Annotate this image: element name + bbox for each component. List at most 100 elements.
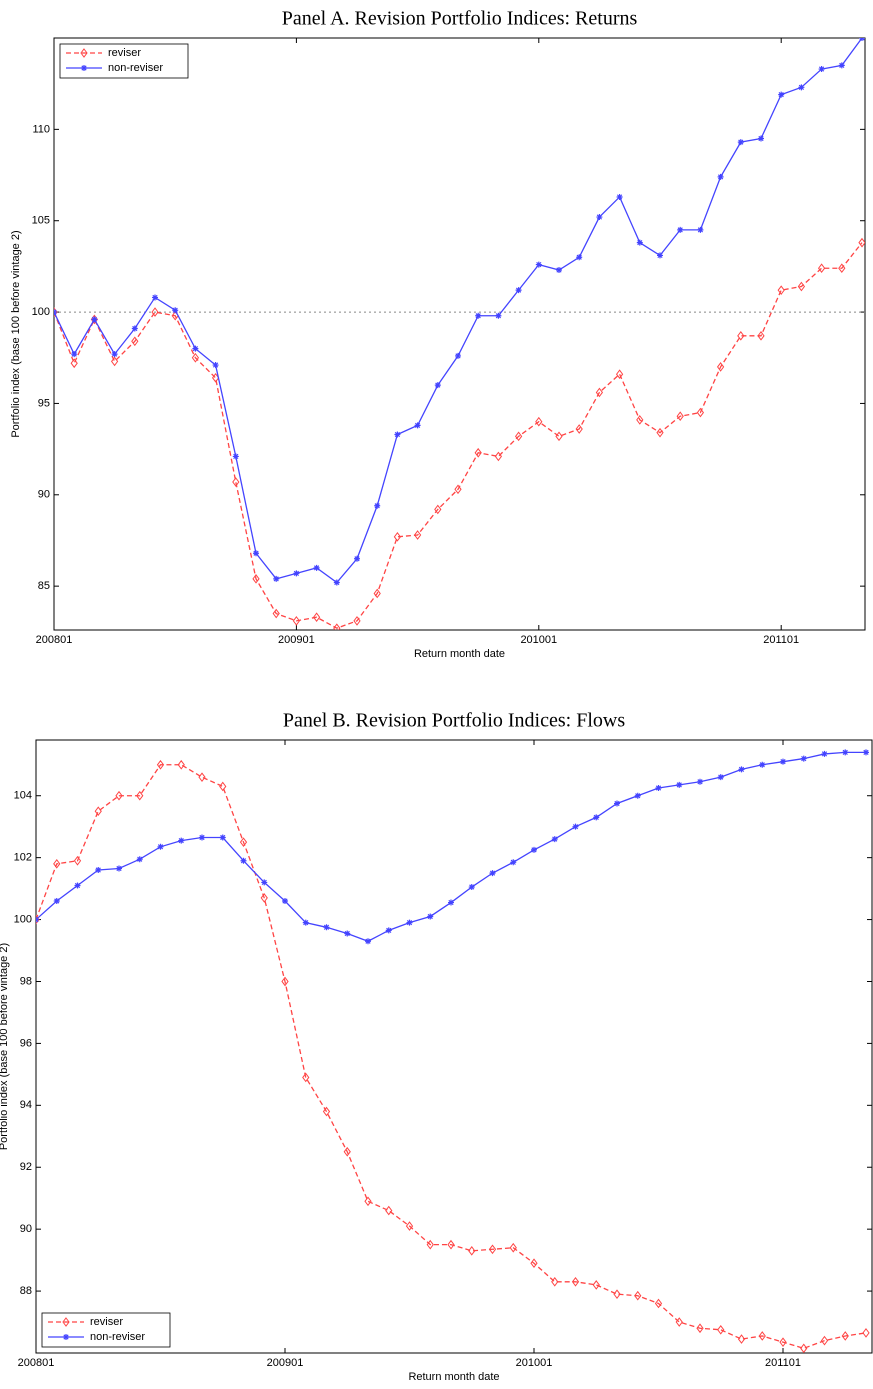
diamond-marker [509, 1242, 517, 1253]
diamond-marker [779, 1337, 787, 1347]
star-marker [676, 781, 683, 788]
y-tick-label: 90 [38, 489, 50, 501]
y-tick-label: 102 [14, 852, 32, 864]
diamond-marker [676, 411, 684, 422]
star-marker [95, 867, 102, 874]
star-marker [800, 755, 807, 762]
diamond-marker [385, 1205, 393, 1216]
legend-label: reviser [108, 47, 141, 59]
diamond-marker [654, 1298, 663, 1309]
star-marker [556, 267, 562, 274]
x-tick-label: 200801 [36, 634, 73, 646]
x-axis-label: Return month date [408, 1371, 499, 1383]
star-marker [212, 362, 219, 369]
star-marker [759, 761, 766, 768]
star-marker [758, 135, 764, 142]
star-marker [455, 352, 461, 359]
star-marker [427, 913, 434, 920]
diamond-marker [70, 358, 78, 369]
star-marker [157, 843, 164, 850]
star-marker [572, 823, 579, 830]
diamond-marker [717, 1324, 725, 1335]
star-marker [596, 214, 603, 221]
diamond-marker [757, 330, 765, 341]
star-marker [36, 916, 39, 923]
star-marker [531, 846, 537, 853]
diamond-marker [636, 415, 644, 425]
y-tick-label: 98 [20, 975, 32, 987]
star-marker [273, 575, 280, 582]
star-marker [293, 570, 300, 577]
plot-area [54, 38, 865, 630]
diamond-marker [281, 976, 289, 987]
x-tick-label: 201001 [520, 634, 557, 646]
diamond-marker [862, 1328, 870, 1338]
diamond-marker [260, 893, 268, 903]
star-marker [842, 749, 849, 756]
diamond-marker [613, 1289, 621, 1300]
star-marker [394, 431, 401, 438]
star-marker [737, 139, 744, 146]
star-marker [677, 226, 684, 233]
star-marker [116, 865, 122, 872]
star-marker [385, 927, 392, 934]
y-tick-label: 90 [20, 1223, 32, 1235]
star-marker [313, 564, 320, 571]
star-marker [495, 312, 502, 319]
star-marker [282, 897, 288, 904]
star-marker [53, 897, 60, 904]
star-marker [510, 859, 517, 866]
diamond-marker [272, 608, 280, 619]
diamond-marker [353, 616, 361, 626]
diamond-marker [820, 1335, 829, 1346]
diamond-marker [302, 1072, 310, 1083]
y-tick-label: 92 [20, 1161, 32, 1173]
star-marker [219, 834, 226, 841]
diamond-marker [535, 416, 543, 427]
x-axis-label: Return month date [414, 648, 505, 660]
star-marker [636, 239, 643, 246]
star-marker [63, 1334, 69, 1340]
diamond-marker [716, 362, 725, 372]
star-marker [323, 924, 330, 931]
star-marker [535, 261, 542, 268]
diamond-marker [817, 263, 826, 274]
star-marker [515, 287, 522, 294]
star-marker [131, 325, 138, 332]
diamond-marker [413, 530, 422, 540]
diamond-marker [198, 772, 206, 782]
diamond-marker [94, 806, 102, 817]
star-marker [616, 193, 623, 200]
x-tick-label: 201101 [763, 634, 799, 646]
diamond-marker [468, 1245, 476, 1256]
diamond-marker [110, 356, 119, 367]
star-marker [261, 879, 268, 886]
y-tick-label: 105 [32, 215, 50, 227]
star-marker [634, 792, 641, 799]
star-marker [136, 856, 143, 863]
diamond-marker [434, 504, 442, 515]
star-marker [738, 766, 745, 773]
x-tick-label: 201101 [765, 1357, 801, 1369]
star-marker [859, 38, 865, 41]
diamond-marker [592, 1280, 600, 1290]
star-marker [54, 309, 57, 316]
y-tick-label: 100 [14, 913, 32, 925]
star-marker [434, 382, 441, 389]
legend-label: reviser [90, 1316, 123, 1328]
diamond-marker [797, 281, 806, 292]
star-marker [863, 749, 869, 756]
diamond-marker [696, 1323, 704, 1334]
star-marker [778, 91, 785, 98]
star-marker [344, 930, 351, 937]
star-marker [406, 919, 413, 926]
star-marker [302, 919, 309, 926]
star-marker [551, 836, 558, 843]
diamond-marker [737, 330, 745, 341]
legend-box [41, 1312, 171, 1348]
diamond-marker [364, 1196, 372, 1207]
diamond-marker [62, 1317, 70, 1327]
star-marker [91, 316, 98, 323]
series-line [54, 242, 863, 629]
